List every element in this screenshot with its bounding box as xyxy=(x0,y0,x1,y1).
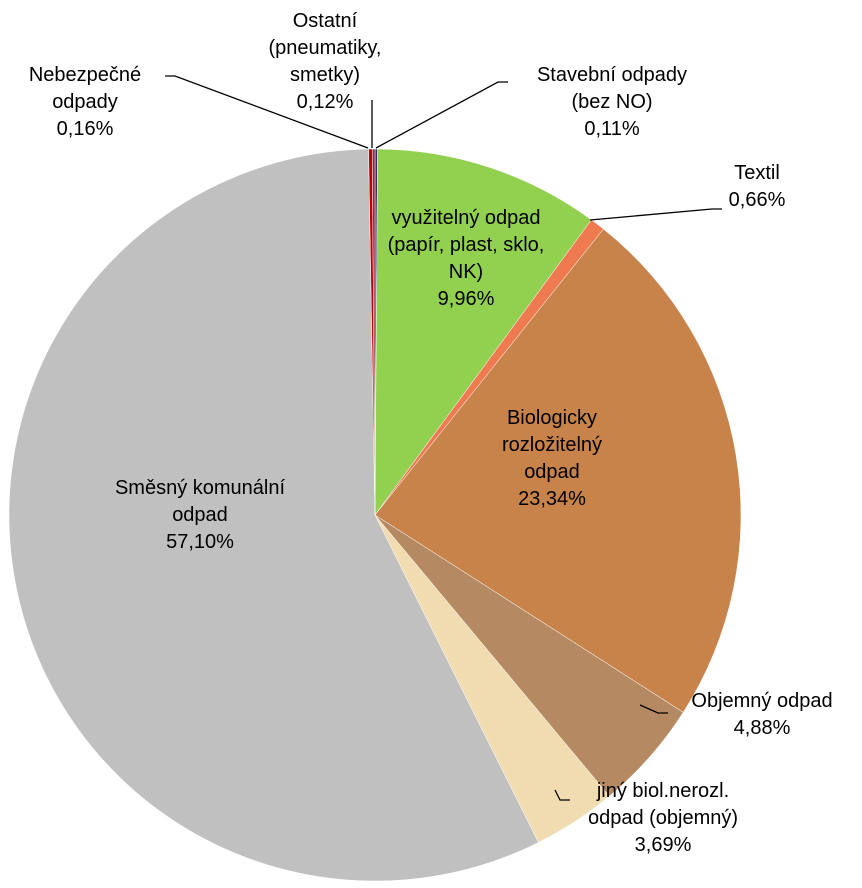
category-label: využitelný odpad (papír, plast, sklo, NK… xyxy=(387,207,545,283)
value-label: 0,12% xyxy=(296,91,354,113)
slice-label: Objemný odpad 4,88% xyxy=(667,688,857,742)
leader-line xyxy=(375,81,508,149)
value-label: 57,10% xyxy=(166,531,234,553)
category-label: Stavební odpady (bez NO) xyxy=(536,64,688,113)
pie-slice xyxy=(371,148,376,516)
value-label: 4,88% xyxy=(733,717,791,739)
category-label: Ostatní (pneumatiky, smetky) xyxy=(268,10,382,86)
leader-line xyxy=(554,789,570,801)
pie-slice xyxy=(8,148,539,882)
value-label: 9,96% xyxy=(437,288,495,310)
slice-label: Nebezpečné odpady 0,16% xyxy=(23,62,148,143)
slice-label: Biologicky rozložitelný odpad 23,34% xyxy=(482,405,622,513)
leader-line xyxy=(589,208,722,221)
leader-line xyxy=(639,704,668,714)
slice-label: využitelný odpad (papír, plast, sklo, NK… xyxy=(376,205,556,313)
value-label: 0,66% xyxy=(728,189,786,211)
value-label: 0,11% xyxy=(584,118,640,140)
category-label: Směsný komunální odpad xyxy=(114,477,286,526)
category-label: Textil xyxy=(734,162,780,184)
value-label: 0,16% xyxy=(56,118,114,140)
leader-line xyxy=(165,75,369,149)
slice-label: Stavební odpady (bez NO) 0,11% xyxy=(517,62,707,143)
category-label: Nebezpečné odpady xyxy=(28,64,142,113)
category-label: Biologicky rozložitelný odpad xyxy=(501,407,603,483)
value-label: 3,69% xyxy=(634,834,692,856)
slice-label: Směsný komunální odpad 57,10% xyxy=(105,475,295,556)
slice-label: jiný biol.nerozl. odpad (objemný) 3,69% xyxy=(568,778,758,859)
value-label: 23,34% xyxy=(518,488,586,510)
category-label: Objemný odpad xyxy=(691,690,833,712)
slice-label: Ostatní (pneumatiky, smetky) 0,12% xyxy=(255,8,395,116)
pie-slice xyxy=(374,148,592,516)
pie-slice xyxy=(374,228,742,713)
category-label: jiný biol.nerozl. odpad (objemný) xyxy=(587,780,739,829)
slices xyxy=(8,148,742,882)
slice-label: Textil 0,66% xyxy=(717,160,797,214)
